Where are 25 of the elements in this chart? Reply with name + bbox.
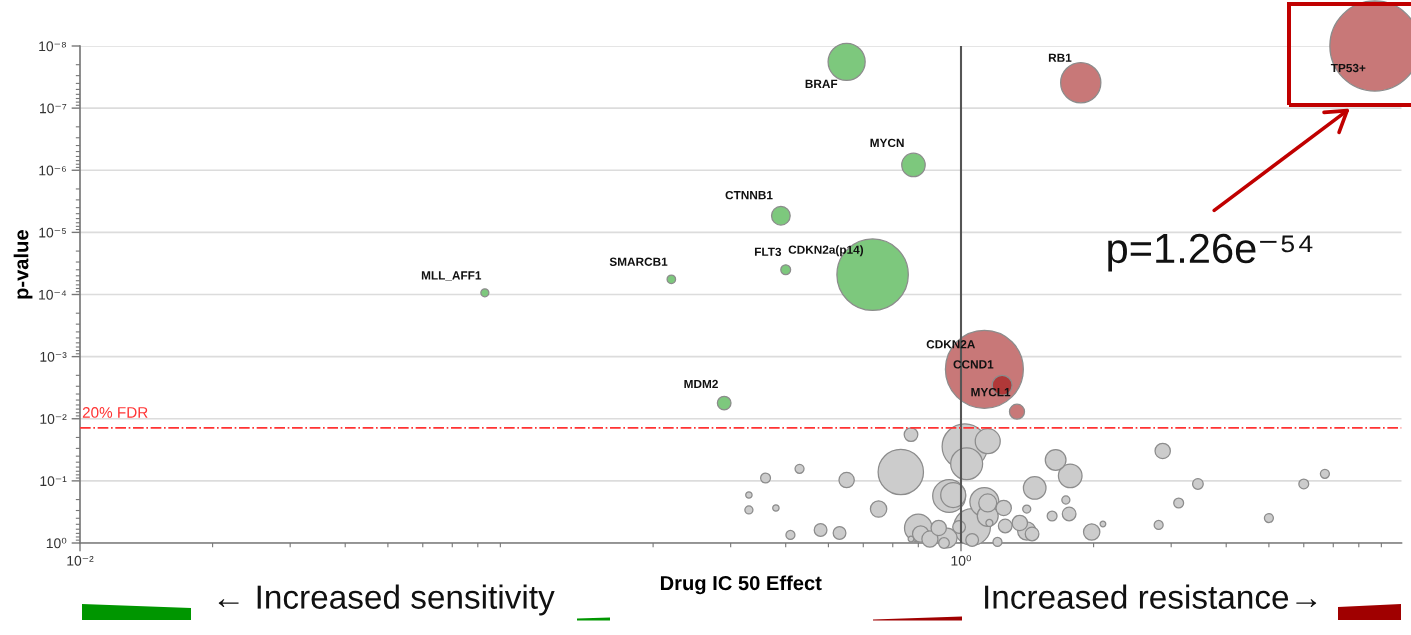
y-axis-title: p-value <box>13 230 33 299</box>
annotation: MLL_AFF1 <box>421 271 482 281</box>
y-tick-label: 10⁻¹ <box>40 476 67 487</box>
y-tick-label: 10⁻⁶ <box>39 165 66 176</box>
annotation: SMARCB1 <box>609 257 668 266</box>
annotation: MDM2 <box>684 379 718 389</box>
ref-line-label: 20% FDR <box>82 407 148 418</box>
annotation: MYCL1 <box>971 387 1011 397</box>
y-tick-label: 10⁻⁴ <box>39 289 67 300</box>
annotation: MYCN <box>870 138 904 148</box>
y-tick-label: 10⁻⁵ <box>39 227 66 238</box>
annotation: BRAF <box>805 79 838 88</box>
annotation: p=1.26e⁻⁵⁴ <box>1108 233 1313 272</box>
y-tick-label: 10⁻³ <box>40 351 67 362</box>
text: Increased resistance→ <box>985 584 1317 609</box>
annotation: CDKN2a(p14) <box>788 245 864 257</box>
y-tick-label: 10⁰ <box>46 537 67 549</box>
y-tick-label: 10⁻² <box>40 414 67 424</box>
y-tick-label: 10⁻⁸ <box>39 41 66 52</box>
x-axis-title: Drug IC 50 Effect <box>660 575 822 595</box>
y-tick-label: 10⁻⁷ <box>40 103 67 114</box>
annotation: FLT3 <box>754 247 782 257</box>
annotation: CTNNB1 <box>725 190 773 200</box>
annotation: RB1 <box>1048 53 1072 62</box>
text: ← Increased sensitivity <box>218 584 555 616</box>
